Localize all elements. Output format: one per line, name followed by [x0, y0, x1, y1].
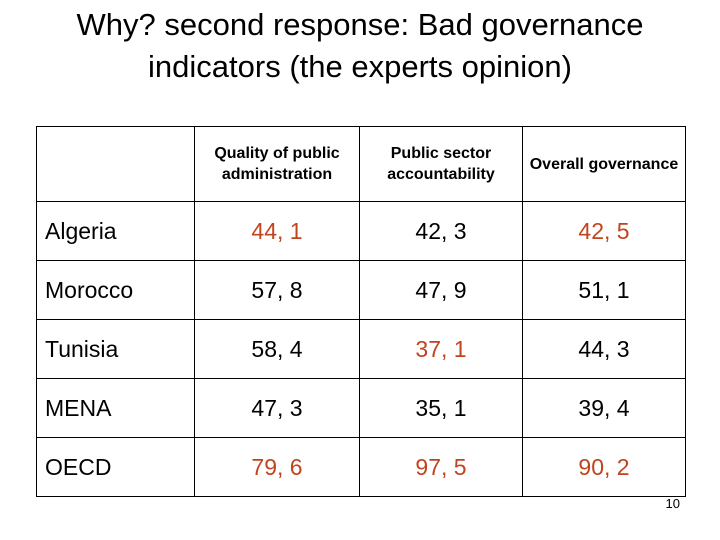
- cell-overall: 51, 1: [522, 260, 686, 320]
- header-empty-cell: [36, 126, 195, 202]
- header-public-sector-accountability: Public sector accountability: [359, 126, 523, 202]
- table-row: Tunisia 58, 4 37, 1 44, 3: [36, 319, 686, 379]
- table-header-row: Quality of public administration Public …: [36, 126, 686, 202]
- header-overall-governance: Overall governance: [522, 126, 686, 202]
- cell-accountability: 47, 9: [359, 260, 523, 320]
- row-country: MENA: [36, 378, 195, 438]
- cell-quality: 47, 3: [194, 378, 360, 438]
- header-quality-public-administration: Quality of public administration: [194, 126, 360, 202]
- cell-overall: 39, 4: [522, 378, 686, 438]
- cell-accountability: 35, 1: [359, 378, 523, 438]
- cell-accountability: 97, 5: [359, 437, 523, 497]
- table-row: Morocco 57, 8 47, 9 51, 1: [36, 260, 686, 320]
- table-row: OECD 79, 6 97, 5 90, 2: [36, 437, 686, 497]
- row-country: OECD: [36, 437, 195, 497]
- cell-quality: 57, 8: [194, 260, 360, 320]
- slide-title: Why? second response: Bad governance ind…: [76, 7, 644, 84]
- row-country: Tunisia: [36, 319, 195, 379]
- table-row: Algeria 44, 1 42, 3 42, 5: [36, 201, 686, 261]
- row-country: Algeria: [36, 201, 195, 261]
- cell-overall: 90, 2: [522, 437, 686, 497]
- cell-accountability: 37, 1: [359, 319, 523, 379]
- cell-quality: 58, 4: [194, 319, 360, 379]
- row-country: Morocco: [36, 260, 195, 320]
- cell-overall: 44, 3: [522, 319, 686, 379]
- page-number: 10: [665, 496, 680, 511]
- cell-overall: 42, 5: [522, 201, 686, 261]
- cell-accountability: 42, 3: [359, 201, 523, 261]
- governance-table: Quality of public administration Public …: [36, 126, 686, 497]
- cell-quality: 44, 1: [194, 201, 360, 261]
- table-row: MENA 47, 3 35, 1 39, 4: [36, 378, 686, 438]
- cell-quality: 79, 6: [194, 437, 360, 497]
